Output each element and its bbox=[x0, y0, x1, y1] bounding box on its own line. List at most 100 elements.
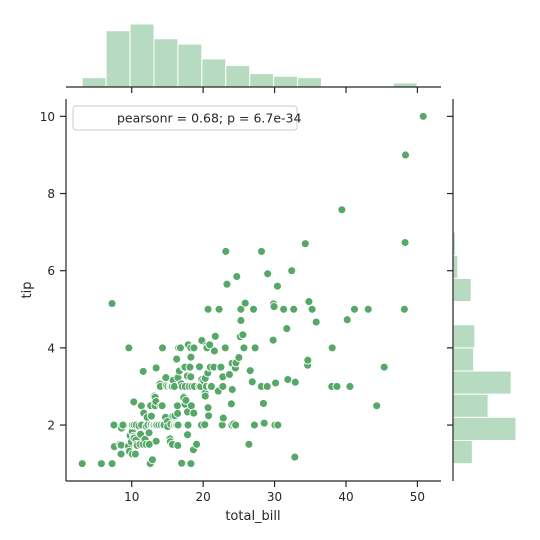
scatter-point bbox=[203, 403, 213, 413]
scatter-point bbox=[282, 324, 292, 334]
scatter-point bbox=[401, 150, 410, 160]
scatter-point bbox=[263, 269, 273, 279]
x-hist-bar bbox=[105, 30, 131, 88]
scatter-point bbox=[244, 439, 254, 449]
x-hist-bar bbox=[273, 75, 299, 88]
scatter-point bbox=[289, 304, 299, 314]
x-hist-bar bbox=[392, 82, 418, 88]
scatter-point bbox=[239, 343, 249, 353]
scatter-point bbox=[307, 304, 317, 314]
scatter-point bbox=[175, 343, 185, 353]
y-hist-bar bbox=[452, 254, 459, 279]
scatter-point bbox=[259, 418, 269, 428]
scatter-point bbox=[200, 391, 210, 401]
scatter-point bbox=[192, 439, 202, 449]
scatter-point bbox=[77, 459, 87, 469]
scatter-point bbox=[272, 281, 282, 291]
scatter-point bbox=[157, 401, 167, 411]
scatter-point bbox=[158, 343, 167, 353]
scatter-point bbox=[96, 459, 106, 469]
scatter-point bbox=[400, 238, 410, 247]
scatter-point bbox=[249, 420, 259, 430]
scatter-point bbox=[227, 385, 237, 395]
scatter-point bbox=[273, 420, 283, 430]
scatter-point bbox=[250, 343, 260, 353]
x-hist-bar bbox=[177, 43, 203, 88]
scatter-point bbox=[173, 441, 183, 450]
y-tick-label: 4 bbox=[47, 341, 55, 355]
x-ticks: 10 20 30 40 50 bbox=[124, 87, 425, 504]
y-tick-label: 8 bbox=[47, 187, 55, 201]
x-marginal-histogram bbox=[81, 23, 418, 88]
scatter-point bbox=[107, 299, 117, 308]
y-hist-bar bbox=[452, 347, 475, 372]
scatter-point bbox=[269, 302, 279, 312]
scatter-point bbox=[245, 366, 255, 376]
scatter-point bbox=[144, 428, 154, 438]
x-hist-bar bbox=[249, 73, 275, 88]
scatter-point bbox=[185, 362, 195, 372]
y-hist-bar bbox=[452, 324, 476, 349]
x-hist-bar bbox=[297, 77, 323, 88]
scatter-point bbox=[249, 304, 258, 314]
scatter-point bbox=[372, 401, 382, 411]
scatter-point bbox=[350, 304, 359, 314]
scatter-point bbox=[300, 239, 310, 249]
scatter-point bbox=[221, 246, 231, 256]
scatter-point bbox=[146, 411, 156, 421]
scatter-point bbox=[399, 304, 409, 314]
scatter-point bbox=[216, 362, 226, 372]
axes bbox=[65, 86, 454, 482]
scatter-point bbox=[129, 397, 139, 407]
legend-box bbox=[72, 105, 298, 131]
scatter-point bbox=[107, 459, 117, 469]
y-hist-bar bbox=[452, 277, 472, 303]
scatter-points bbox=[77, 111, 428, 469]
x-hist-bar bbox=[129, 23, 155, 88]
scatter-point bbox=[311, 317, 321, 327]
y-hist-bar bbox=[452, 439, 473, 465]
scatter-point bbox=[177, 458, 187, 468]
x-tick-label: 40 bbox=[338, 490, 353, 504]
scatter-point bbox=[116, 440, 126, 450]
scatter-point bbox=[236, 304, 246, 314]
scatter-point bbox=[109, 420, 119, 430]
scatter-point bbox=[181, 395, 191, 405]
scatter-point bbox=[379, 362, 389, 372]
scatter-point bbox=[218, 382, 228, 391]
x-tick-label: 10 bbox=[124, 490, 139, 504]
y-hist-bar bbox=[452, 370, 512, 395]
scatter-point bbox=[189, 408, 199, 418]
scatter-point bbox=[262, 382, 272, 391]
scatter-point bbox=[247, 377, 257, 387]
scatter-point bbox=[189, 343, 199, 353]
scatter-point bbox=[183, 420, 193, 430]
scatter-point bbox=[151, 363, 161, 373]
scatter-point bbox=[195, 362, 204, 372]
scatter-point bbox=[258, 398, 268, 408]
scatter-point bbox=[186, 401, 196, 411]
scatter-point bbox=[186, 372, 196, 382]
scatter-point bbox=[209, 346, 219, 356]
x-axis-label: total_bill bbox=[225, 509, 280, 524]
scatter-point bbox=[224, 370, 234, 379]
scatter-point bbox=[304, 297, 314, 307]
y-hist-bar bbox=[452, 416, 517, 441]
scatter-point bbox=[161, 373, 171, 383]
scatter-point bbox=[172, 354, 182, 364]
scatter-point bbox=[342, 315, 352, 325]
scatter-point bbox=[240, 298, 250, 308]
scatter-point bbox=[172, 401, 182, 411]
scatter-point bbox=[206, 382, 216, 391]
scatter-point bbox=[118, 420, 128, 430]
scatter-point bbox=[226, 399, 236, 409]
scatter-point bbox=[205, 340, 215, 350]
scatter-point bbox=[220, 343, 230, 353]
scatter-point bbox=[268, 335, 278, 345]
x-tick-label: 30 bbox=[267, 490, 282, 504]
x-hist-bar bbox=[153, 38, 179, 88]
legend-text: pearsonr = 0.68; p = 6.7e-34 bbox=[117, 111, 301, 126]
scatter-point bbox=[173, 420, 183, 430]
scatter-point bbox=[218, 413, 228, 423]
